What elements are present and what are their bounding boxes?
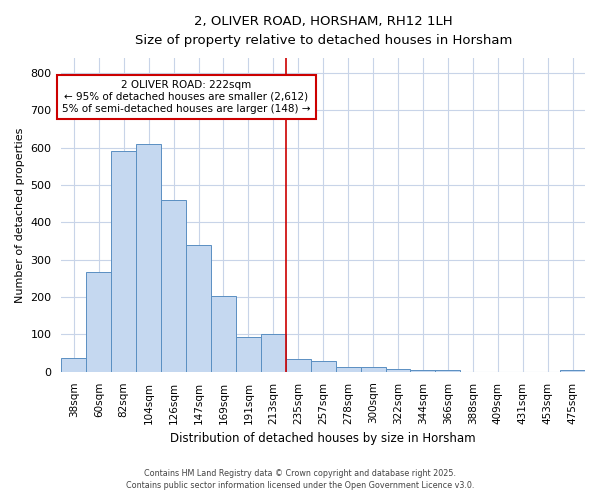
- Bar: [86, 272, 111, 372]
- Bar: [311, 360, 335, 372]
- Bar: [335, 367, 361, 372]
- Bar: [286, 358, 311, 372]
- Bar: [261, 334, 286, 372]
- Bar: [236, 337, 261, 372]
- Bar: [436, 370, 460, 372]
- Bar: [111, 152, 136, 372]
- Bar: [560, 370, 585, 372]
- Bar: [386, 369, 410, 372]
- Bar: [186, 245, 211, 372]
- Bar: [410, 370, 436, 372]
- Title: 2, OLIVER ROAD, HORSHAM, RH12 1LH
Size of property relative to detached houses i: 2, OLIVER ROAD, HORSHAM, RH12 1LH Size o…: [134, 15, 512, 47]
- Y-axis label: Number of detached properties: Number of detached properties: [15, 127, 25, 302]
- Text: 2 OLIVER ROAD: 222sqm
← 95% of detached houses are smaller (2,612)
5% of semi-de: 2 OLIVER ROAD: 222sqm ← 95% of detached …: [62, 80, 310, 114]
- Text: Contains HM Land Registry data © Crown copyright and database right 2025.
Contai: Contains HM Land Registry data © Crown c…: [126, 468, 474, 490]
- Bar: [161, 200, 186, 372]
- Bar: [61, 358, 86, 372]
- X-axis label: Distribution of detached houses by size in Horsham: Distribution of detached houses by size …: [170, 432, 476, 445]
- Bar: [361, 367, 386, 372]
- Bar: [136, 144, 161, 372]
- Bar: [211, 296, 236, 372]
